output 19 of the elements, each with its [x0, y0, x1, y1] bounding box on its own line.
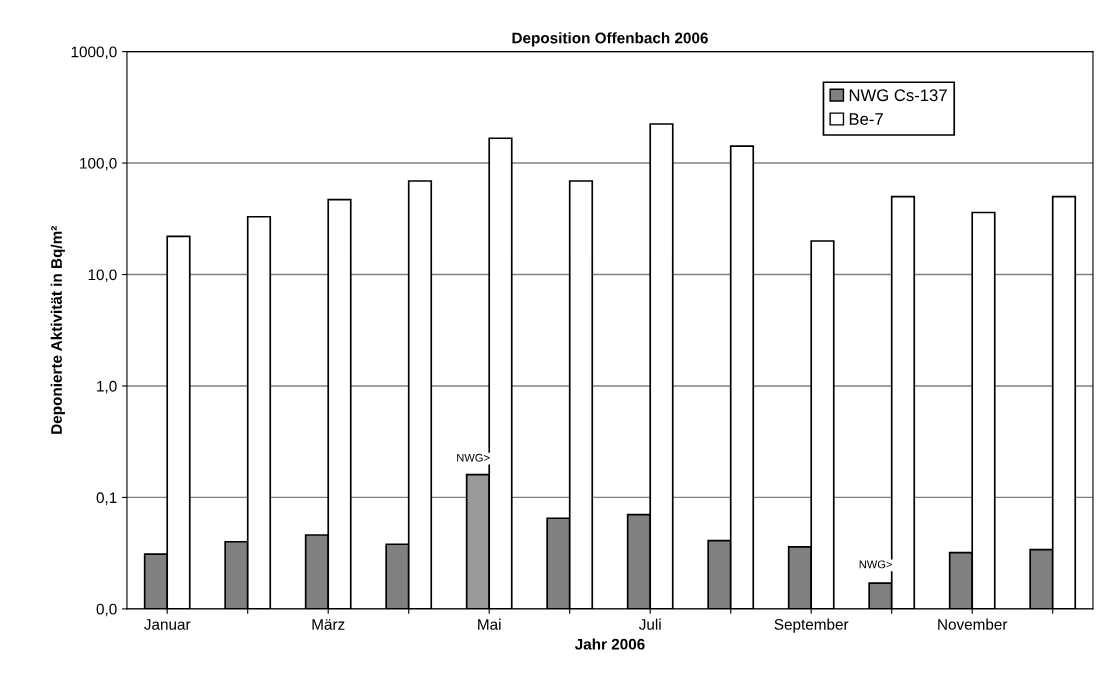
- x-tick-label: Mai: [478, 618, 501, 630]
- x-tick-label: Juli: [638, 618, 661, 630]
- y-tick-label: 10,0: [88, 269, 117, 282]
- legend-label: NWG Cs-137: [849, 89, 947, 102]
- x-tick-label: März: [312, 619, 345, 630]
- x-tick-label: September: [774, 618, 849, 633]
- y-axis-title: Deponierte Aktivität in Bq/m²: [50, 226, 65, 434]
- y-tick-label: 100,0: [80, 157, 117, 171]
- y-tick-label: 0,1: [96, 492, 117, 505]
- x-axis-title: Jahr 2006: [574, 638, 645, 650]
- chart-title: Deposition Offenbach 2006: [512, 32, 708, 47]
- x-tick-label: November: [938, 618, 1008, 630]
- annotation: NWG>: [457, 453, 490, 462]
- y-tick-label: 0,0: [96, 603, 117, 617]
- y-tick-label: 1,0: [97, 380, 117, 394]
- y-tick-label: 1000,0: [71, 46, 117, 60]
- annotation: NWG>: [859, 560, 892, 569]
- legend-label: Be-7: [849, 113, 883, 125]
- x-tick-label: Januar: [144, 619, 191, 630]
